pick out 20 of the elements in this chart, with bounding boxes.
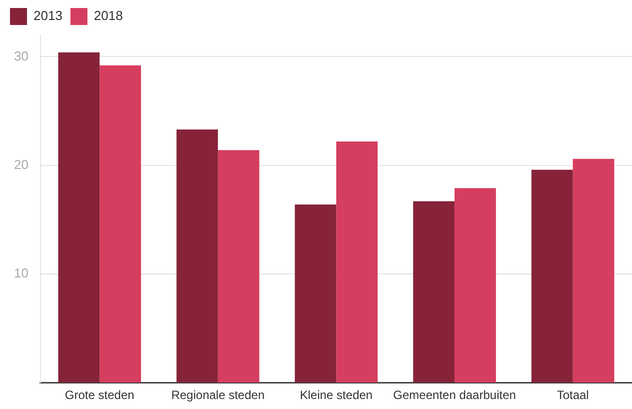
bar [176, 130, 218, 383]
legend-label: 2018 [94, 8, 123, 24]
legend-label: 2013 [34, 8, 62, 24]
x-tick-label: Totaal [556, 388, 589, 402]
bar [336, 141, 378, 383]
bar [413, 201, 455, 383]
bar [454, 188, 496, 383]
y-tick-label: 10 [14, 266, 28, 281]
bar [572, 158, 614, 383]
bar [294, 204, 336, 383]
x-tick-label: Regionale steden [171, 388, 265, 402]
y-tick-label: 20 [14, 156, 28, 172]
bar [100, 65, 142, 383]
x-tick-label: Grote steden [64, 388, 134, 402]
y-tick-label: 30 [14, 48, 28, 64]
bar [531, 170, 573, 383]
bar [58, 52, 100, 383]
x-tick-label: Gemeenten daarbuiten [393, 388, 516, 402]
bar [218, 150, 260, 383]
x-tick-label: Kleine steden [300, 388, 373, 402]
